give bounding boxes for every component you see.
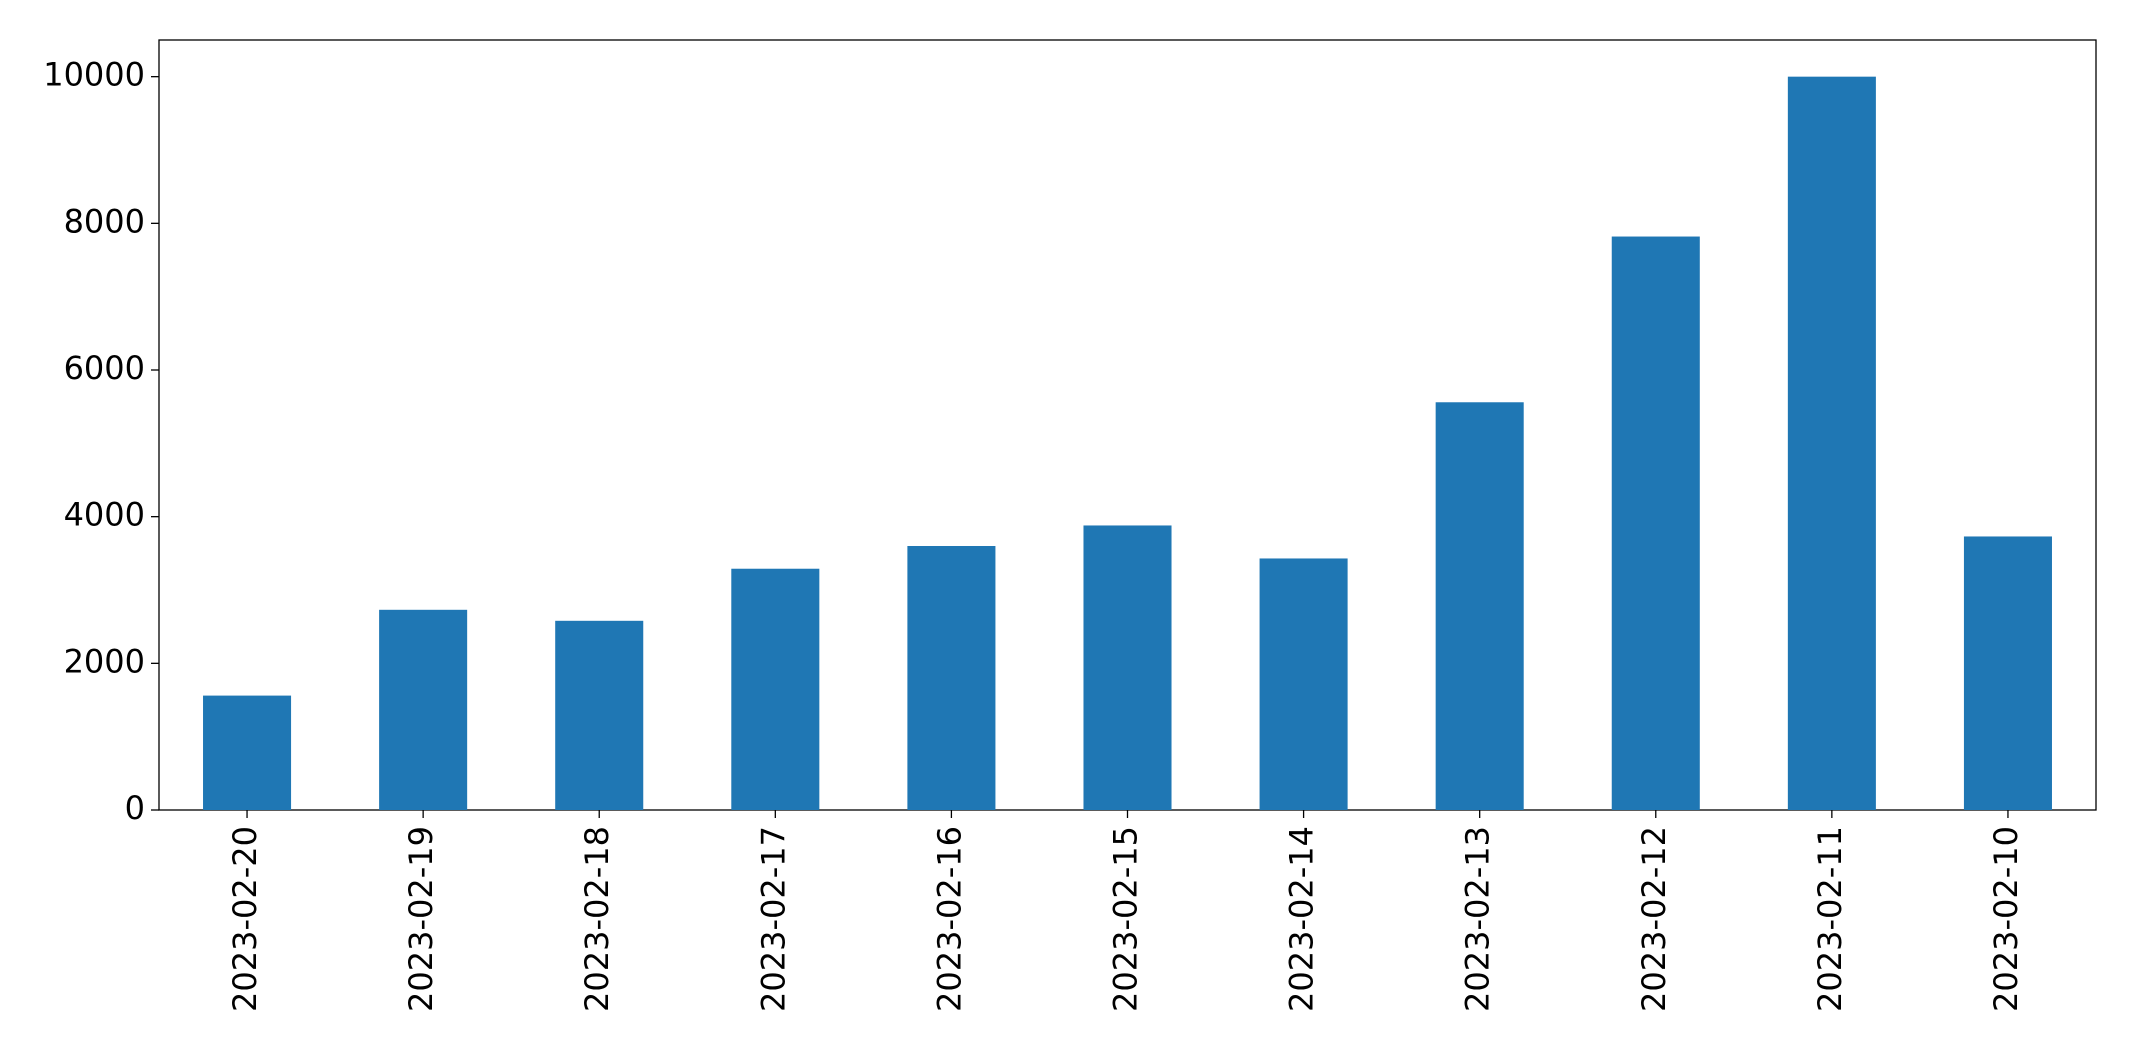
y-tick-label: 2000 [64,642,145,680]
bar [1787,76,1876,810]
bar [907,546,996,810]
x-tick-label: 2023-02-12 [1635,826,1673,1012]
y-tick-label: 6000 [64,349,145,387]
bar [1083,525,1172,810]
bar [1611,236,1700,811]
y-tick-label: 8000 [64,202,145,240]
x-tick-label: 2023-02-20 [226,826,264,1012]
bar [203,695,292,810]
x-tick-label: 2023-02-13 [1459,826,1497,1012]
x-tick-label: 2023-02-15 [1107,826,1145,1012]
bar [1259,558,1348,810]
x-tick-label: 2023-02-14 [1283,826,1321,1012]
x-tick-label: 2023-02-10 [1987,826,2025,1012]
bar [379,609,468,810]
y-tick-label: 4000 [64,496,145,534]
y-tick-label: 0 [125,789,145,827]
bar [731,568,820,810]
y-tick-label: 10000 [43,56,145,94]
x-tick-label: 2023-02-18 [578,826,616,1012]
x-tick-label: 2023-02-17 [754,826,792,1012]
bar [555,620,644,810]
x-tick-label: 2023-02-16 [930,826,968,1012]
x-tick-label: 2023-02-19 [402,826,440,1012]
bar [1963,536,2052,810]
x-tick-label: 2023-02-11 [1811,826,1849,1012]
bar [1435,402,1524,810]
